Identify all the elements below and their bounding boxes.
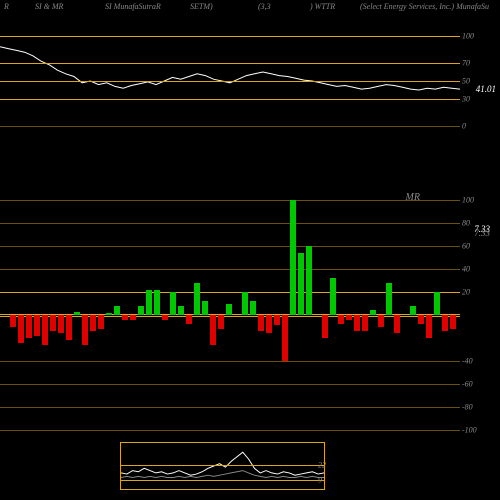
gridline — [0, 407, 460, 408]
mr-bar — [386, 283, 392, 315]
mr-bar — [274, 315, 280, 325]
mr-bar — [322, 315, 328, 338]
mr-title: MR — [406, 192, 420, 203]
axis-label: 20 — [462, 288, 490, 297]
annotation-label: 7.33 — [474, 228, 490, 238]
mr-bar — [394, 315, 400, 333]
header-text: (3,3 — [258, 2, 271, 11]
mr-bar — [194, 283, 200, 315]
header-text: (Select Energy Services, Inc.) MunafaSu — [360, 2, 489, 11]
mr-bar — [106, 313, 112, 315]
mr-bar — [266, 315, 272, 333]
rsi-panel: 100705030041.01 — [0, 36, 460, 126]
mr-bar — [42, 315, 48, 345]
mr-bar — [218, 315, 224, 329]
mr-bar — [426, 315, 432, 338]
mr-bar — [154, 290, 160, 315]
header-text: SI & MR — [35, 2, 63, 11]
axis-label: 70 — [462, 59, 490, 68]
mr-bar — [74, 312, 80, 315]
axis-label: -100 — [462, 426, 490, 435]
mr-bar — [178, 306, 184, 315]
header-bar: R SI & MR SI MunafaSutraR SETM) (3,3 ) WTTR (S… — [0, 2, 500, 16]
mr-bar — [306, 246, 312, 315]
mr-bar — [90, 315, 96, 331]
gridline — [0, 246, 460, 247]
mr-bar — [146, 290, 152, 315]
mr-bar — [202, 301, 208, 315]
mr-bar — [162, 315, 168, 320]
gridline — [0, 361, 460, 362]
axis-label: 0 — [462, 122, 490, 131]
mr-panel: MR 10080604020-40-60-80-1007.337.33 — [0, 200, 460, 430]
mr-bar — [450, 315, 456, 329]
mr-bar — [282, 315, 288, 361]
gridline — [0, 99, 460, 100]
mr-bar — [58, 315, 64, 333]
mr-bar — [114, 306, 120, 315]
mr-bar — [186, 315, 192, 324]
mr-bar — [10, 315, 16, 327]
mr-bar — [250, 301, 256, 315]
mr-bar — [226, 304, 232, 316]
mr-bar — [138, 306, 144, 315]
mr-bar — [34, 315, 40, 336]
axis-label: 100 — [462, 32, 490, 41]
mr-bar — [346, 315, 352, 320]
gridline — [0, 200, 460, 201]
mini-panel: 229 — [120, 442, 325, 490]
axis-label: -60 — [462, 380, 490, 389]
mr-bar — [98, 315, 104, 329]
mr-bar — [210, 315, 216, 345]
axis-label: 60 — [462, 242, 490, 251]
mr-bar — [50, 315, 56, 331]
gridline — [0, 223, 460, 224]
mr-bar — [82, 315, 88, 345]
axis-label: 100 — [462, 196, 490, 205]
mr-bar — [338, 315, 344, 324]
mr-bar — [410, 306, 416, 315]
gridline — [0, 81, 460, 82]
header-text: SI MunafaSutraR — [105, 2, 161, 11]
mr-bar — [418, 315, 424, 324]
mr-bar — [66, 315, 72, 340]
header-text: SETM) — [190, 2, 213, 11]
current-value-label: 41.01 — [476, 84, 496, 94]
mr-bar — [170, 292, 176, 315]
axis-label: 22 — [318, 460, 346, 469]
mr-bar — [378, 315, 384, 327]
axis-label: 30 — [462, 95, 490, 104]
gridline — [0, 126, 460, 127]
header-text: ) WTTR — [310, 2, 335, 11]
gridline — [0, 430, 460, 431]
mr-bar — [370, 310, 376, 315]
gridline — [0, 36, 460, 37]
mr-bar — [18, 315, 24, 343]
axis-label: -80 — [462, 403, 490, 412]
mr-bar — [122, 315, 128, 320]
mr-bar — [242, 292, 248, 315]
mr-bar — [362, 315, 368, 331]
mini-line-chart — [121, 443, 324, 489]
mr-bar — [330, 278, 336, 315]
gridline — [121, 465, 324, 466]
mr-bar — [290, 200, 296, 315]
mr-bar — [442, 315, 448, 331]
mr-bar — [298, 253, 304, 315]
mr-bar — [26, 315, 32, 338]
gridline — [0, 269, 460, 270]
gridline — [121, 480, 324, 481]
gridline — [0, 63, 460, 64]
mr-bar — [434, 292, 440, 315]
axis-label: 9 — [318, 476, 346, 485]
mr-bar — [354, 315, 360, 331]
axis-label: -40 — [462, 357, 490, 366]
mr-bar — [130, 315, 136, 320]
axis-label: 40 — [462, 265, 490, 274]
header-text: R — [4, 2, 9, 11]
mr-bar — [258, 315, 264, 331]
gridline — [0, 384, 460, 385]
